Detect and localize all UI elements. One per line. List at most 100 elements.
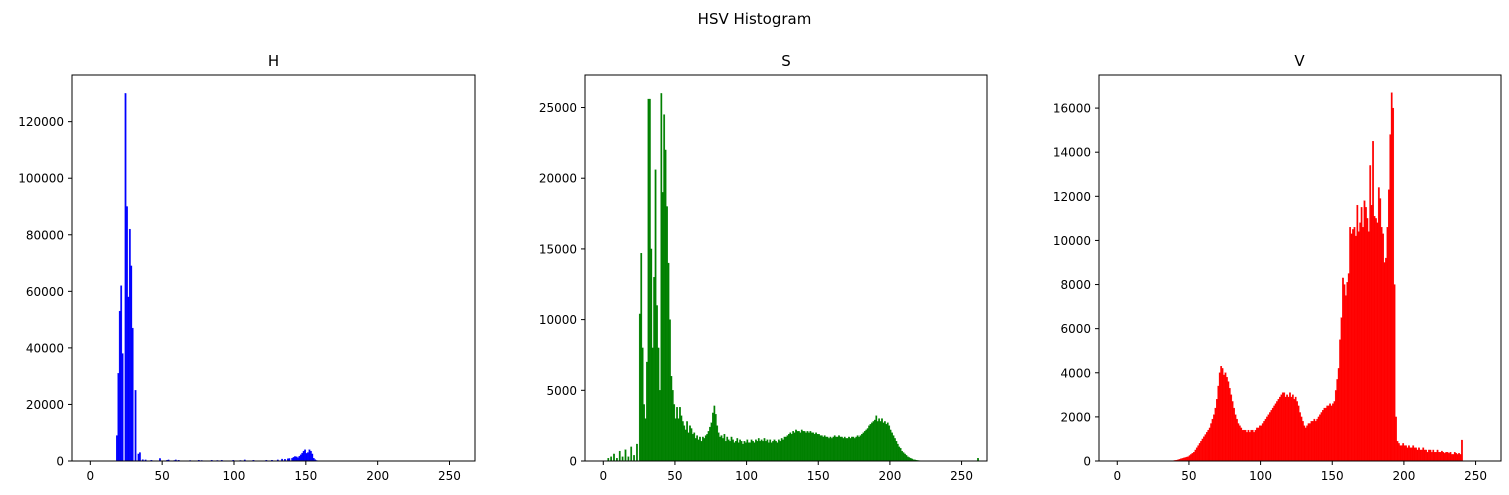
histogram-bar [1284, 396, 1287, 462]
histogram-bar [866, 428, 869, 462]
histogram-bar [307, 452, 309, 462]
histogram-bar [813, 433, 816, 462]
histogram-bar [1236, 418, 1238, 462]
histogram-bar [1200, 440, 1202, 462]
histogram-bar [1420, 449, 1423, 462]
histogram-bar [1349, 227, 1352, 462]
histogram-bar [815, 432, 817, 462]
histogram-bar [1197, 445, 1200, 462]
histogram-bar [739, 439, 741, 462]
histogram-bar [760, 439, 763, 462]
histogram-bar [856, 435, 859, 462]
histogram-bar [1390, 92, 1393, 462]
histogram-bar [1188, 455, 1191, 462]
histogram-bar [770, 442, 773, 462]
histogram-bar [124, 93, 127, 462]
histogram-bar [828, 438, 830, 462]
histogram-bar [1226, 377, 1228, 462]
histogram-bar [800, 429, 803, 462]
histogram-bar [691, 433, 694, 462]
histogram-bar [1286, 394, 1288, 462]
histogram-bar [664, 149, 667, 462]
histogram-bar [908, 457, 911, 462]
histogram-bar [1387, 189, 1390, 462]
x-tick-label: 100 [735, 469, 758, 483]
histogram-bar [1201, 438, 1204, 462]
histogram-bar [299, 454, 302, 462]
histogram-bar [1340, 317, 1343, 462]
histogram-bar [1426, 452, 1429, 462]
histogram-bar [1406, 447, 1409, 462]
x-tick-label: 0 [1113, 469, 1121, 483]
histogram-bar [1208, 427, 1211, 462]
histogram-bar [1290, 396, 1293, 462]
histogram-bar [690, 428, 693, 462]
histogram-bar [742, 443, 744, 462]
histogram-bar [803, 431, 806, 462]
histogram-bar [1342, 277, 1344, 462]
histogram-bar [1403, 445, 1406, 462]
histogram-bar [1326, 405, 1329, 462]
x-tick-label: 0 [599, 469, 607, 483]
histogram-bar [1428, 449, 1430, 462]
histogram-bar [809, 431, 812, 462]
histogram-bar [1392, 107, 1395, 462]
histogram-bar [712, 412, 714, 462]
histogram-bar [648, 98, 651, 462]
histogram-bar [292, 457, 295, 462]
x-tick-label: 200 [366, 469, 389, 483]
histogram-bar [1309, 423, 1311, 462]
histogram-bar [1362, 227, 1364, 462]
histogram-bar [130, 265, 133, 462]
histogram-bar [806, 431, 809, 462]
x-tick-label: 100 [223, 469, 246, 483]
y-tick-label: 120000 [18, 115, 64, 129]
histogram-bar [1270, 410, 1273, 462]
histogram-bar [308, 449, 311, 462]
histogram-bar [311, 453, 314, 462]
histogram-bar [746, 439, 749, 462]
histogram-bar [1247, 429, 1250, 462]
histogram-bar [1193, 452, 1195, 462]
histogram-bar [669, 319, 671, 462]
histogram-bar [1386, 227, 1389, 462]
histogram-bar [697, 439, 700, 462]
histogram-bar [793, 432, 796, 462]
histogram-bar [871, 422, 873, 462]
x-tick-label: 250 [1464, 469, 1487, 483]
histogram-bar [613, 453, 615, 462]
histogram-bar [702, 436, 704, 462]
histogram-bar [1257, 427, 1260, 462]
histogram-bar [736, 438, 739, 462]
y-tick-label: 5000 [546, 384, 577, 398]
histogram-bar [1297, 405, 1300, 462]
histogram-bar [1228, 388, 1231, 462]
histogram-bar [888, 425, 891, 462]
histogram-bar [1410, 447, 1413, 462]
histogram-bar [861, 433, 863, 462]
histogram-bar [734, 441, 737, 462]
histogram-bar [881, 418, 883, 462]
histogram-bar [116, 435, 118, 462]
histogram-bar [730, 436, 733, 462]
histogram-bar [1253, 432, 1256, 462]
histogram-bar [120, 285, 123, 462]
histogram-bar [1459, 454, 1462, 462]
histogram-bar [829, 436, 832, 462]
histogram-bar [756, 441, 759, 462]
histogram-bar [1233, 407, 1235, 462]
histogram-bar [1259, 425, 1261, 462]
histogram-bar [1412, 445, 1415, 462]
histogram-bar [798, 431, 800, 462]
y-tick-label: 20000 [539, 172, 577, 186]
x-tick-label: 50 [155, 469, 170, 483]
histogram-bar [687, 432, 690, 462]
y-tick-label: 14000 [1053, 146, 1091, 160]
histogram-bar [673, 404, 676, 462]
histogram-bar [1254, 429, 1257, 462]
histogram-bar [762, 441, 764, 462]
histogram-bar [1347, 273, 1350, 462]
histogram-bar [686, 421, 688, 462]
histogram-bar [1317, 416, 1320, 462]
histogram-bar [812, 432, 815, 462]
